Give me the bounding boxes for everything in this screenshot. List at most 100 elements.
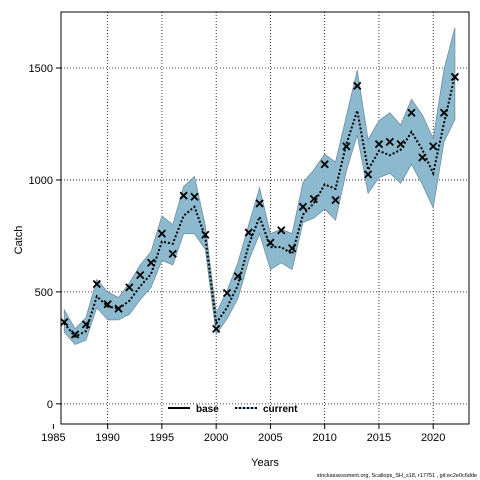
- observed-point: [407, 108, 416, 117]
- observed-point-stroke-b: [168, 249, 177, 258]
- x-axis-label: Years: [251, 457, 279, 469]
- observed-point-stroke-b: [157, 229, 167, 238]
- observed-point-stroke-b: [70, 330, 80, 339]
- observed-point-stroke-b: [385, 137, 394, 147]
- y-tick-label: 500: [35, 287, 53, 299]
- x-tick-label: 2015: [367, 432, 391, 444]
- observed-point-stroke-b: [136, 270, 145, 280]
- observed-point: [396, 139, 405, 149]
- observed-point: [429, 142, 438, 151]
- observed-point-stroke-b: [266, 238, 275, 247]
- observed-point-stroke-b: [255, 199, 264, 208]
- observed-point-stroke-b: [233, 272, 243, 281]
- observed-point-stroke-b: [146, 258, 156, 267]
- observed-point: [125, 283, 134, 292]
- observed-point: [342, 142, 351, 151]
- observed-point: [60, 317, 69, 327]
- observed-point-stroke-b: [418, 153, 427, 162]
- observed-point: [266, 238, 275, 247]
- observed-point: [450, 72, 460, 82]
- observed-point-stroke-b: [190, 192, 199, 201]
- series-line-current: [63, 75, 456, 338]
- observed-point: [287, 244, 297, 253]
- observed-point-stroke-b: [439, 108, 449, 117]
- observed-point-stroke-b: [396, 139, 405, 149]
- observed-point-stroke-b: [201, 230, 210, 239]
- observed-point-stroke-b: [309, 194, 318, 204]
- observed-point: [244, 228, 253, 237]
- observed-point: [374, 139, 384, 149]
- x-tick-label: 2010: [312, 432, 336, 444]
- x-tick-label: 2005: [258, 432, 282, 444]
- legend: base current: [168, 404, 298, 415]
- observed-point-stroke-b: [353, 81, 362, 91]
- observed-point: [320, 160, 329, 169]
- observed-point-stroke-b: [114, 304, 123, 313]
- y-tick-label: 0: [47, 399, 53, 411]
- observed-point-stroke-b: [277, 226, 286, 235]
- observed-point-stroke-b: [407, 108, 416, 117]
- legend-label-base: base: [196, 404, 219, 415]
- observed-point: [363, 170, 373, 179]
- y-tick-label: 1000: [29, 175, 53, 187]
- observed-point: [255, 199, 264, 208]
- observed-point-stroke-b: [81, 320, 91, 329]
- legend-label-current: current: [263, 404, 298, 415]
- observed-point-stroke-b: [103, 300, 112, 309]
- y-tick-label: 1500: [29, 63, 53, 75]
- observed-point: [114, 304, 123, 313]
- observed-point: [222, 288, 232, 298]
- observed-point-stroke-b: [212, 324, 221, 333]
- observed-point: [385, 137, 394, 147]
- observed-point-stroke-b: [179, 191, 188, 200]
- observed-point-stroke-b: [125, 283, 134, 292]
- x-tick-label: 1990: [95, 432, 119, 444]
- x-axis: 1985 1990 1995 2000 2005 2010 2015 2020: [41, 424, 445, 444]
- observed-point: [190, 192, 199, 201]
- observed-point: [81, 320, 91, 329]
- y-axis-label: Catch: [13, 226, 25, 255]
- observed-point: [201, 230, 210, 239]
- x-tick-label: 1985: [41, 432, 65, 444]
- observed-point-stroke-b: [331, 195, 340, 205]
- observed-point-stroke-b: [374, 139, 384, 149]
- observed-point: [212, 324, 221, 333]
- observed-point-stroke-b: [450, 72, 460, 82]
- observed-point-stroke-b: [60, 317, 69, 327]
- observed-point: [92, 279, 101, 289]
- observed-point: [331, 195, 340, 205]
- observed-point-stroke-b: [363, 170, 373, 179]
- x-tick-label: 2000: [204, 432, 228, 444]
- observed-point: [277, 226, 286, 235]
- observed-point-stroke-b: [429, 142, 438, 151]
- observed-point-stroke-b: [222, 288, 232, 298]
- observed-point: [418, 153, 427, 162]
- confidence-band-layer: [63, 27, 456, 345]
- observed-point: [157, 229, 167, 238]
- observed-point: [353, 81, 362, 91]
- observed-point-stroke-b: [244, 228, 253, 237]
- y-axis: 0 500 1000 1500: [29, 63, 61, 411]
- observed-point: [146, 258, 156, 267]
- observed-point: [136, 270, 145, 280]
- observed-point-stroke-b: [320, 160, 329, 169]
- observed-point-stroke-b: [92, 279, 101, 289]
- plot-frame: [60, 11, 470, 425]
- observed-point: [233, 272, 243, 281]
- x-tick-label: 2020: [421, 432, 445, 444]
- observed-point-stroke-b: [342, 142, 351, 151]
- observed-point-stroke-b: [298, 202, 308, 211]
- observed-point: [70, 330, 80, 339]
- footer-credit: stockassessment.org, Scallops_SH_s18, r1…: [317, 473, 477, 479]
- observed-point: [179, 191, 188, 200]
- observed-point: [168, 249, 177, 258]
- observed-points: [60, 72, 460, 339]
- observed-point: [439, 108, 449, 117]
- observed-point: [298, 202, 308, 211]
- confidence-band: [63, 27, 456, 345]
- observed-point: [103, 300, 112, 309]
- observed-point-stroke-b: [287, 244, 297, 253]
- series-lines: [63, 75, 456, 338]
- x-tick-label: 1995: [150, 432, 174, 444]
